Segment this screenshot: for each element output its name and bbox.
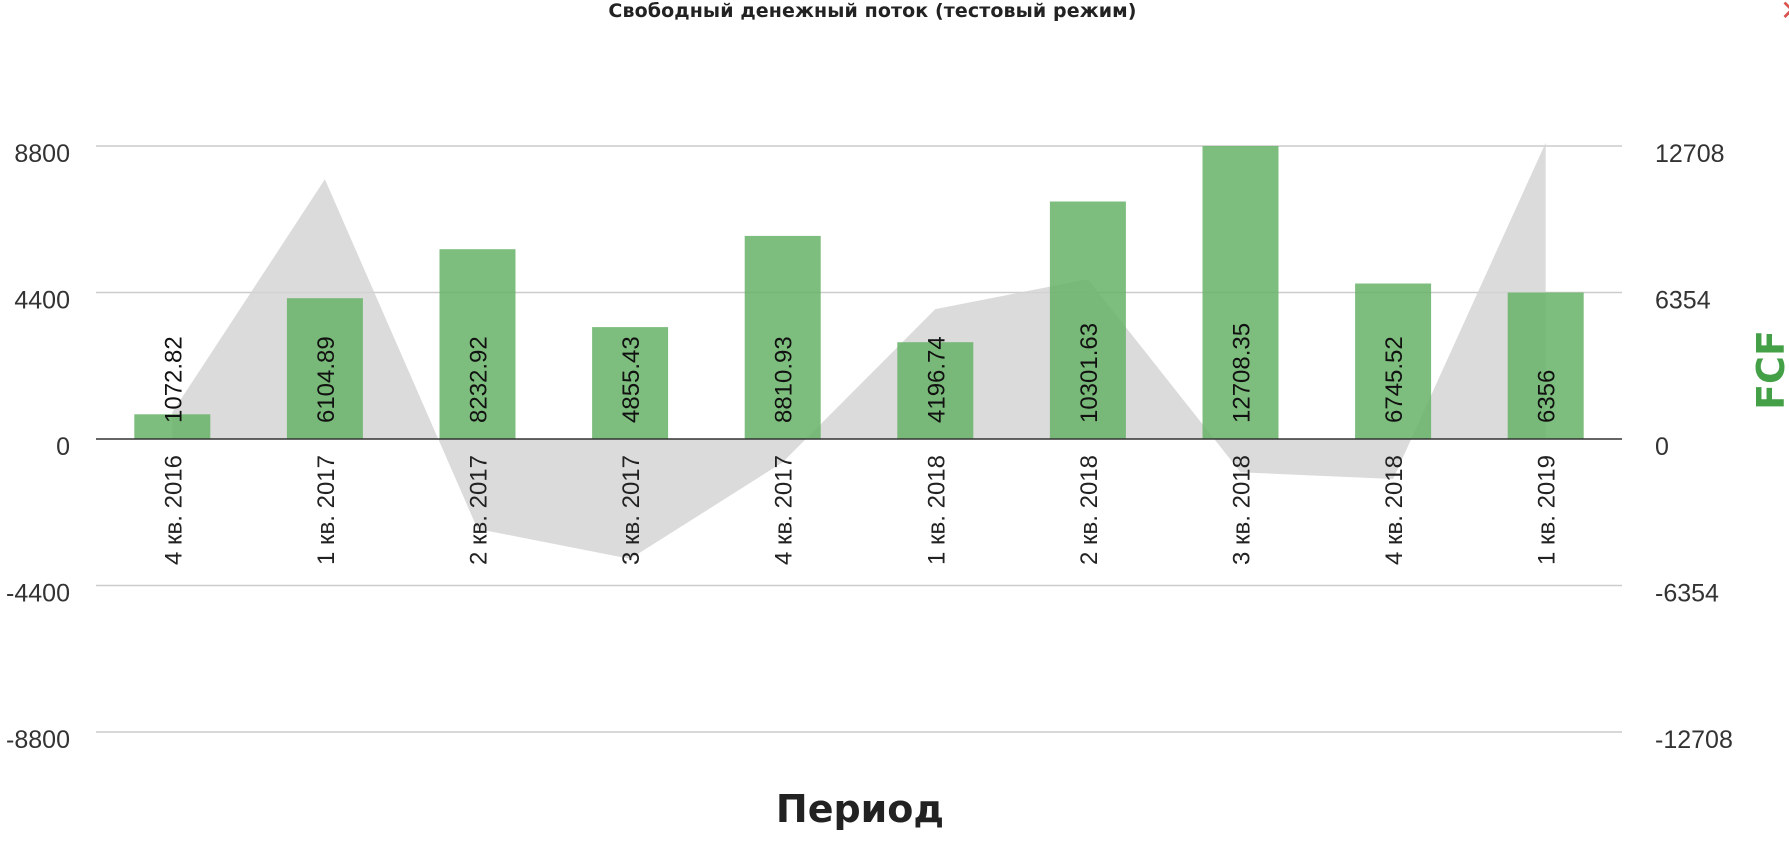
bar xyxy=(744,235,821,439)
y-tick-label: 4400 xyxy=(14,287,70,315)
category-label: 3 кв. 2018 xyxy=(1229,455,1256,565)
data-label: 8810.93 xyxy=(771,336,798,423)
category-label: 2 кв. 2017 xyxy=(466,455,493,565)
data-label: 10301.63 xyxy=(1076,323,1103,423)
bar xyxy=(1507,292,1584,439)
category-labels: 4 кв. 2016 1 кв. 2017 2 кв. 2017 3 кв. 2017… xyxy=(160,455,1560,565)
close-icon[interactable]: ✕ xyxy=(1780,0,1789,26)
data-label: 6745.52 xyxy=(1381,336,1408,423)
bar xyxy=(1049,201,1126,439)
data-label: 6104.89 xyxy=(313,336,340,423)
category-label: 2 кв. 2018 xyxy=(1076,455,1103,565)
category-label: 1 кв. 2017 xyxy=(313,455,340,565)
y-tick-label: -8800 xyxy=(6,726,70,754)
chart-title: Свободный денежный поток (тестовый режим… xyxy=(608,0,1137,22)
category-label: 4 кв. 2018 xyxy=(1381,455,1408,565)
y2-tick-label: 6354 xyxy=(1655,287,1711,315)
y-tick-label: 8800 xyxy=(14,140,70,168)
y2-tick-label: 0 xyxy=(1655,433,1669,461)
area-series-path xyxy=(172,142,1546,559)
category-label: 1 кв. 2019 xyxy=(1534,455,1561,565)
data-label: 12708.35 xyxy=(1229,323,1256,423)
category-label: 4 кв. 2016 xyxy=(160,455,187,565)
bar xyxy=(1355,283,1432,439)
bar xyxy=(439,249,516,439)
category-label: 4 кв. 2017 xyxy=(771,455,798,565)
bar xyxy=(134,414,211,439)
data-label: 1072.82 xyxy=(160,336,187,423)
y-tick-label: 0 xyxy=(56,433,70,461)
bar xyxy=(897,342,974,439)
x-axis-title: Период xyxy=(776,787,944,831)
bar-series xyxy=(134,146,1584,439)
category-label: 3 кв. 2017 xyxy=(618,455,645,565)
data-label: 6356 xyxy=(1534,370,1561,423)
bar xyxy=(592,327,669,439)
y2-tick-label: 12708 xyxy=(1655,140,1725,168)
data-label: 4196.74 xyxy=(923,336,950,423)
bar xyxy=(1202,146,1279,439)
y2-tick-label: -12708 xyxy=(1655,726,1733,754)
y-tick-label: -4400 xyxy=(6,580,70,608)
data-label: 8232.92 xyxy=(466,336,493,423)
area-series xyxy=(172,142,1546,559)
category-label: 1 кв. 2018 xyxy=(923,455,950,565)
y-axis-right: 12708 6354 0 -6354 -12708 xyxy=(1655,140,1733,754)
data-labels: 1072.82 6104.89 8232.92 4855.43 8810.93 4196.… xyxy=(160,323,1560,423)
y-axis-left: 8800 4400 0 -4400 -8800 xyxy=(6,140,70,754)
bar xyxy=(286,298,363,439)
y2-tick-label: -6354 xyxy=(1655,580,1719,608)
y2-axis-title: FCF xyxy=(1749,330,1789,410)
data-label: 4855.43 xyxy=(618,336,645,423)
